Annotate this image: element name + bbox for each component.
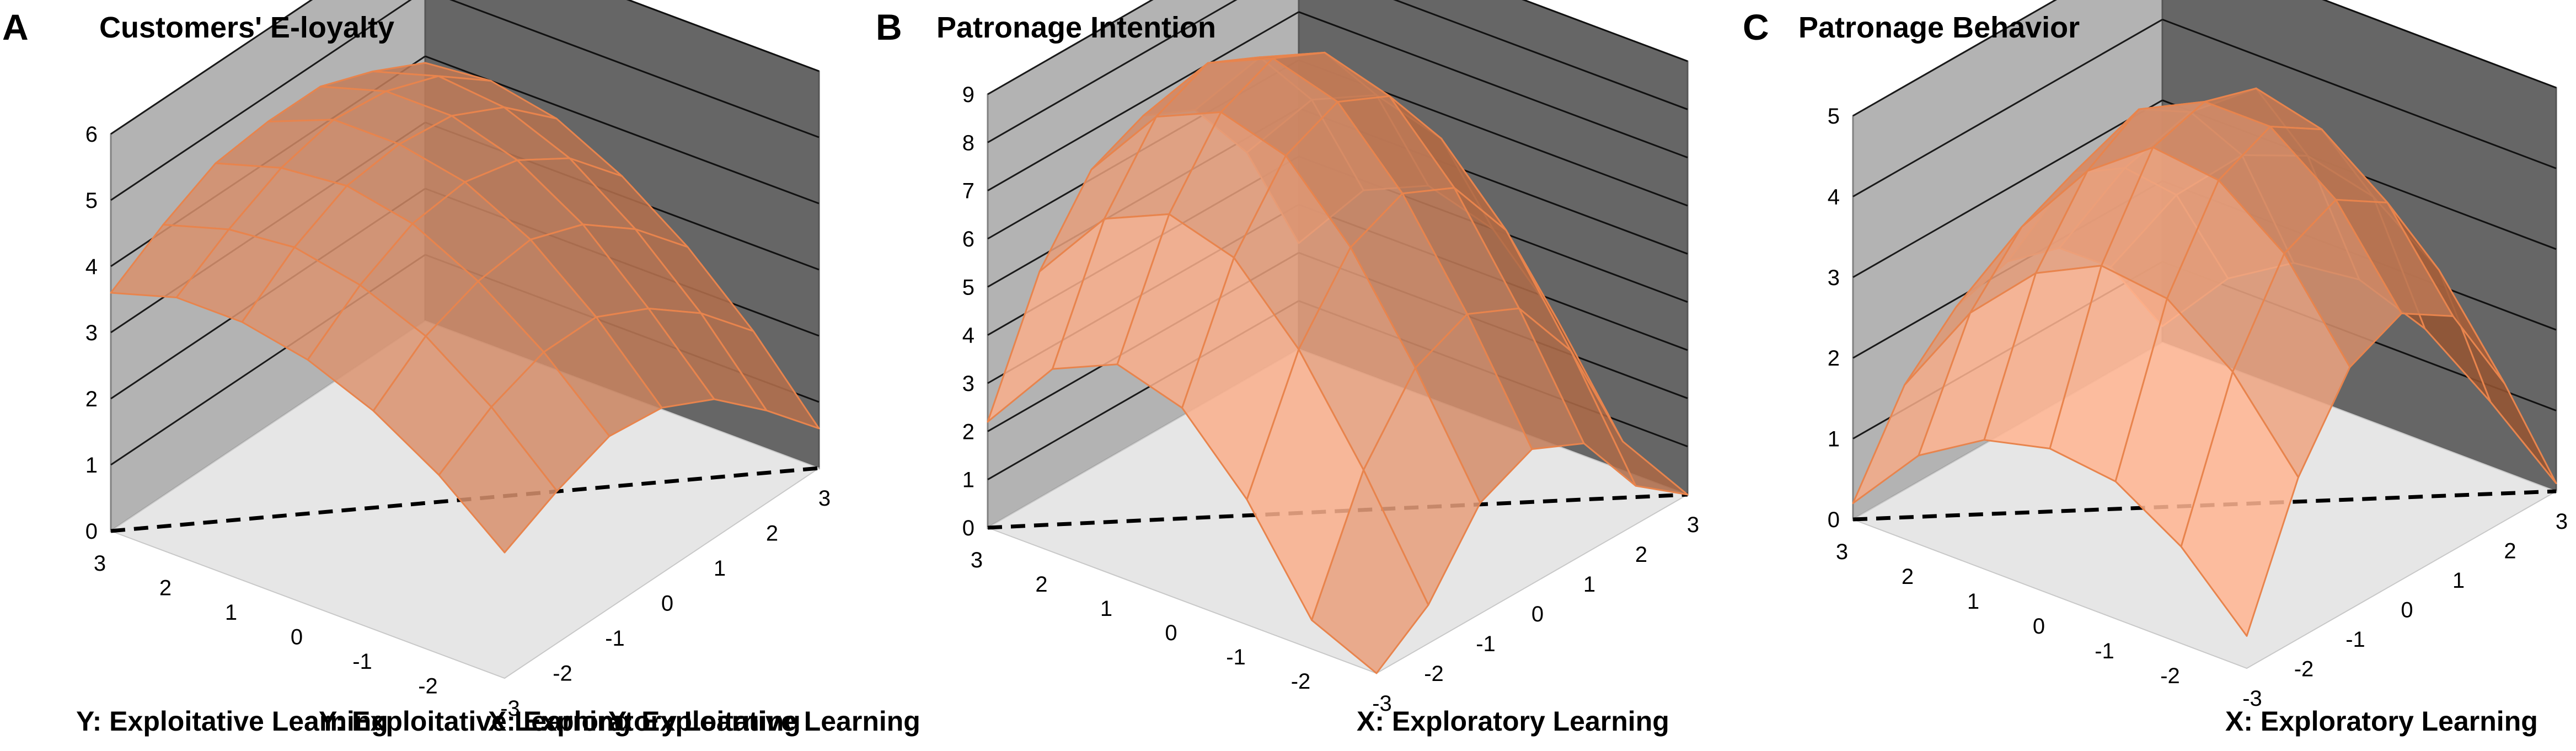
x-tick-label: 2 [766,522,778,546]
y-tick-label: 3 [94,551,106,576]
z-tick-label: 2 [962,420,974,444]
y-tick-label: 0 [291,625,303,650]
z-tick-label: 6 [85,122,98,147]
y-tick-label: -2 [2160,664,2180,688]
z-tick-label: 9 [962,83,974,107]
z-tick-label: 0 [962,516,974,540]
x-tick-label: 2 [2504,539,2516,564]
x-tick-label: -1 [1476,632,1496,656]
chart-title: Patronage Behavior [1798,11,2080,44]
panel-letter: B [876,7,902,47]
x-tick-label: -3 [2242,686,2262,711]
x-tick-label: -1 [605,626,625,651]
z-tick-label: 1 [962,468,974,492]
x-tick-label: -2 [553,662,572,686]
panel-customers-e-loyalty: 0 1 2 3 4 5 6 3 2 1 0 -1 -2 -3 -2 -1 0 1 2 3 A Customers' E-l… [2,0,831,737]
z-tick-label: 6 [962,227,974,251]
z-tick-label: 0 [85,519,98,544]
x-tick-label: 0 [661,592,673,616]
surface [1852,87,2557,637]
z-gridline [987,0,1238,143]
z-tick-label: 2 [1828,346,1840,371]
y-tick-label: 0 [2033,614,2045,639]
z-tick-label: 5 [1828,104,1840,128]
y-tick-label: 2 [1035,572,1047,597]
z-gridline [2322,0,2557,89]
surface-patch [438,406,558,554]
z-tick-label: 7 [962,179,974,203]
z-tick-label: 3 [1828,266,1840,290]
x-axis-title: X: Exploratory Learning [1357,706,1669,737]
z-gridline [449,0,820,138]
chart-title: Patronage Intention [936,11,1216,44]
y-tick-label: 2 [159,576,172,600]
y-tick-label: -1 [2095,639,2114,663]
x-tick-label: 3 [2556,509,2568,534]
surface-patch [2180,371,2299,637]
z-gridline [1852,99,2163,278]
z-gridline [1852,0,2058,117]
y-tick-label: -2 [418,674,438,699]
z-tick-label: 8 [962,131,974,155]
x-tick-label: 1 [1583,572,1595,597]
z-tick-label: 1 [1828,427,1840,452]
z-gridline [1522,0,1688,62]
z-gridline [987,11,1299,191]
x-tick-label: -2 [2294,657,2314,682]
x-axis-title: X: Exploratory Learning [488,706,801,737]
z-gridline [110,0,313,135]
y-tick-label: 1 [1100,597,1112,621]
y-tick-label: 1 [1967,589,1979,614]
y-tick-label: 3 [1836,540,1848,564]
x-tick-label: -2 [1424,662,1444,686]
y-axis-title: Y: Exploitative Learning [608,706,920,737]
z-gridline [1393,0,1688,110]
x-tick-label: 3 [818,486,831,511]
z-gridline [2162,18,2557,169]
z-gridline [626,0,820,72]
surface [110,62,820,554]
z-tick-label: 5 [962,275,974,299]
z-tick-label: 5 [85,189,98,213]
x-tick-label: 1 [714,556,726,581]
z-tick-label: 0 [1828,508,1840,532]
x-axis-title: X: Exploratory Learning [2225,706,2538,737]
x-tick-label: 0 [2401,598,2413,623]
z-tick-label: 2 [85,387,98,411]
y-tick-label: 3 [971,548,983,572]
x-tick-label: -3 [1372,691,1392,716]
panel-letter: C [1743,7,1769,47]
z-gridline [1852,19,2163,197]
y-tick-label: 1 [225,600,237,625]
y-tick-label: 0 [1165,621,1177,645]
z-tick-label: 3 [85,321,98,345]
surface [987,51,1689,674]
panel-patronage-behavior: 0 1 2 3 4 5 3 2 1 0 -1 -2 -3 -2 -1 0 1 2 3 C Patronage Behav… [608,0,2568,737]
z-tick-label: 1 [85,453,98,478]
x-tick-label: -1 [2345,627,2365,652]
y-axis-title: Y: Exploitative Learning [319,706,631,737]
x-tick-label: -3 [500,696,520,721]
z-tick-label: 4 [1828,185,1840,209]
z-gridline [987,0,1154,95]
chart-title: Customers' E-loyalty [99,11,394,44]
x-tick-label: 3 [1687,513,1699,537]
panel-patronage-intention: 0 1 2 3 4 5 6 7 8 9 3 2 1 0 -1 -2 -3 -2 -1 0 1 2 3 B Patronage I… [319,0,1699,737]
x-tick-label: 1 [2452,568,2465,593]
z-tick-label: 4 [962,324,974,348]
z-gridline [110,0,412,201]
z-tick-label: 3 [962,372,974,396]
surface-patch [1311,469,1429,674]
y-tick-label: -1 [352,650,372,674]
z-tick-label: 4 [85,255,98,279]
z-gridline [1298,11,1688,159]
y-tick-label: -2 [1291,669,1311,694]
y-axis-title: Y: Exploitative Learning [76,706,388,737]
y-tick-label: -1 [1226,645,1246,669]
y-tick-label: 2 [1902,565,1914,589]
x-tick-label: 2 [1635,543,1647,567]
panel-letter: A [2,7,29,47]
x-tick-label: 0 [1531,602,1544,626]
